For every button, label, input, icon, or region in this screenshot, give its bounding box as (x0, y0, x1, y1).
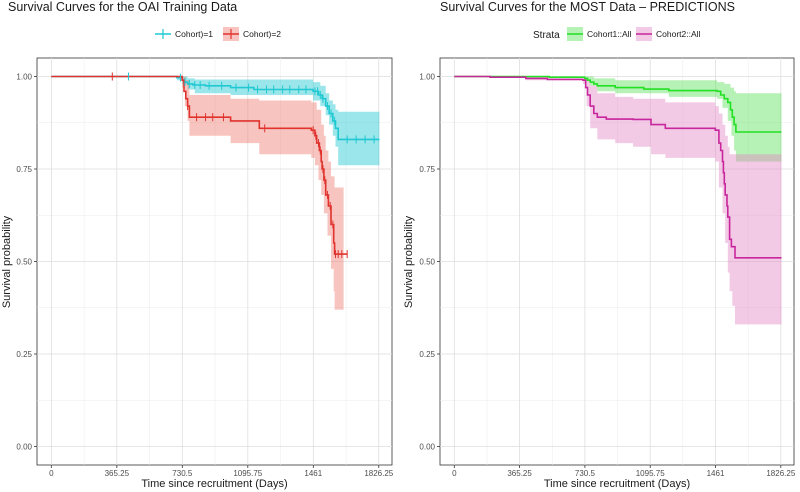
y-tick-label: 0.50 (16, 258, 32, 267)
y-tick-label: 0.75 (419, 165, 435, 174)
y-tick-label: 0.50 (419, 258, 435, 267)
x-tick-label: 1826.25 (766, 469, 795, 478)
x-axis: 0 365.25 730.5 1095.75 1461 1826.25 (452, 465, 796, 478)
confidence-bands (454, 76, 782, 325)
x-tick-label: 730.5 (172, 469, 193, 478)
x-tick-label: 1826.25 (364, 469, 393, 478)
y-tick-label: 1.00 (16, 73, 32, 82)
y-axis-label: Survival probability (403, 215, 415, 308)
y-tick-label: 1.00 (419, 73, 435, 82)
x-tick-label: 365.25 (507, 469, 532, 478)
x-axis-label: Time since recruitment (Days) (141, 478, 287, 490)
legend-label: Cohort)=1 (175, 29, 213, 39)
y-axis: 0.00 0.25 0.50 0.75 1.00 (16, 73, 37, 452)
y-tick-label: 0.25 (16, 350, 32, 359)
most-predictions-panel: Survival Curves for the MOST Data – PRED… (403, 0, 796, 490)
x-tick-label: 0 (49, 469, 54, 478)
legend-label: Cohort2::All (656, 29, 701, 39)
x-tick-label: 365.25 (105, 469, 130, 478)
legend-item-cohort2-all[interactable]: Cohort2::All (636, 27, 701, 41)
y-tick-label: 0.25 (419, 350, 435, 359)
survival-line-series-1[interactable] (454, 75, 782, 133)
x-tick-label: 730.5 (575, 469, 596, 478)
y-axis: 0.00 0.25 0.50 0.75 1.00 (419, 73, 440, 452)
x-axis-label: Time since recruitment (Days) (544, 478, 690, 490)
legend-title: Strata (533, 30, 560, 41)
gridlines (37, 58, 392, 465)
y-tick-label: 0.00 (419, 443, 435, 452)
confidence-band-series-2 (454, 76, 782, 325)
censor-marks (111, 72, 375, 259)
x-tick-label: 0 (452, 469, 457, 478)
x-tick-label: 1461 (707, 469, 725, 478)
chart-title: Survival Curves for the OAI Training Dat… (8, 0, 237, 14)
survival-lines (454, 75, 782, 259)
x-tick-label: 1095.75 (233, 469, 262, 478)
chart-title: Survival Curves for the MOST Data – PRED… (440, 0, 735, 14)
legend-label: Cohort1::All (587, 29, 632, 39)
confidence-band-series-2 (51, 76, 344, 310)
oai-training-panel: Survival Curves for the OAI Training Dat… (1, 0, 394, 490)
legend-item-cohort1-all[interactable]: Cohort1::All (567, 27, 632, 41)
legend-label: Cohort)=2 (243, 29, 281, 39)
x-tick-label: 1461 (304, 469, 322, 478)
y-tick-label: 0.00 (16, 443, 32, 452)
confidence-band-series-1 (454, 76, 782, 162)
survival-line-series-2[interactable] (454, 75, 782, 259)
confidence-band-series-1 (51, 76, 380, 166)
legend: Strata Cohort1::All Cohort2::All (533, 27, 701, 41)
x-axis: 0 365.25 730.5 1095.75 1461 1826.25 (49, 465, 394, 478)
legend-item-cohort2[interactable]: Cohort)=2 (223, 27, 281, 41)
legend: Cohort)=1 Cohort)=2 (155, 27, 281, 41)
y-axis-label: Survival probability (1, 215, 13, 308)
confidence-bands (51, 76, 380, 310)
y-tick-label: 0.75 (16, 165, 32, 174)
legend-item-cohort1[interactable]: Cohort)=1 (155, 29, 213, 39)
x-tick-label: 1095.75 (636, 469, 665, 478)
gridlines (440, 58, 794, 465)
